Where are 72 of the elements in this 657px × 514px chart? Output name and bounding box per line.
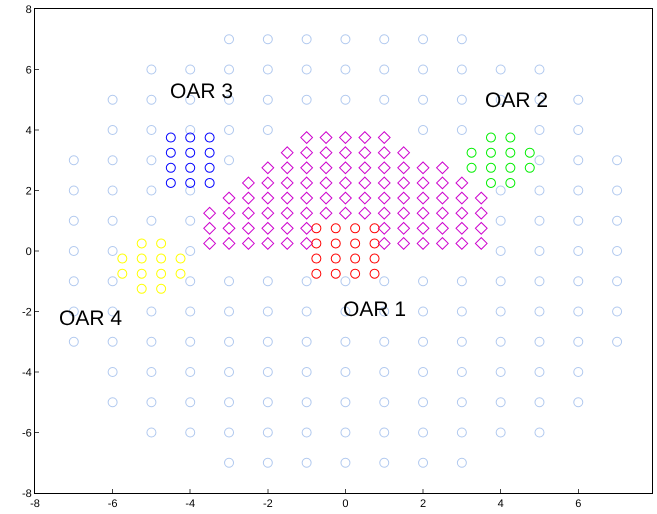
point (486, 148, 496, 158)
y-tick-label: -4 (22, 366, 32, 379)
point (136, 284, 147, 294)
point (136, 268, 147, 279)
point (350, 223, 360, 234)
point (185, 162, 196, 173)
point (185, 132, 196, 143)
point (311, 268, 322, 279)
y-tick-label: -8 (22, 488, 32, 500)
x-tick-label: 2 (420, 498, 426, 510)
point (466, 162, 477, 173)
x-tick-label: -6 (108, 498, 118, 510)
point (156, 284, 166, 294)
point (136, 254, 147, 264)
x-tick-label: 0 (342, 498, 349, 510)
point (486, 178, 496, 188)
point (370, 238, 380, 248)
point (176, 254, 186, 264)
y-tick-label: 4 (26, 124, 32, 137)
x-tick-label: -2 (262, 498, 273, 510)
point (524, 148, 535, 158)
y-tick-label: -2 (22, 306, 32, 318)
point (166, 178, 176, 188)
point (370, 254, 380, 264)
point (204, 178, 215, 188)
point (350, 254, 360, 264)
x-tick-label: 6 (575, 498, 582, 510)
point (166, 132, 176, 143)
point (505, 148, 516, 158)
point (204, 162, 215, 173)
point (350, 268, 360, 279)
x-tick-label: -4 (185, 498, 196, 510)
point (156, 238, 166, 248)
point (185, 178, 196, 188)
point (370, 223, 380, 234)
y-tick-label: 6 (26, 64, 32, 76)
point (370, 268, 380, 279)
y-tick-label: -6 (22, 427, 32, 440)
y-tick-label: 8 (26, 4, 32, 16)
y-tick-label: 0 (26, 246, 32, 258)
point (311, 238, 322, 248)
point (486, 132, 496, 143)
annotation: OAR 2 (485, 89, 548, 112)
y-tick-label: 2 (26, 185, 32, 198)
point (505, 178, 516, 188)
point (505, 162, 516, 173)
annotation: OAR 3 (170, 80, 234, 103)
annotation: OAR 1 (343, 298, 406, 321)
point (176, 268, 186, 279)
point (505, 132, 516, 143)
point (166, 148, 176, 158)
annotation: OAR 4 (59, 307, 122, 330)
point (466, 148, 477, 158)
point (311, 254, 322, 264)
point (330, 238, 341, 248)
point (156, 268, 166, 279)
point (117, 254, 128, 264)
x-tick-label: 4 (498, 498, 504, 510)
point (524, 162, 535, 173)
point (330, 268, 341, 279)
point (204, 132, 215, 143)
point (204, 148, 215, 158)
point (486, 162, 496, 173)
point (185, 148, 196, 158)
point (166, 162, 176, 173)
point (117, 268, 128, 279)
point (330, 254, 341, 264)
point (311, 223, 322, 234)
point (330, 223, 341, 234)
point (156, 254, 166, 264)
point (136, 238, 147, 248)
point (350, 238, 360, 248)
